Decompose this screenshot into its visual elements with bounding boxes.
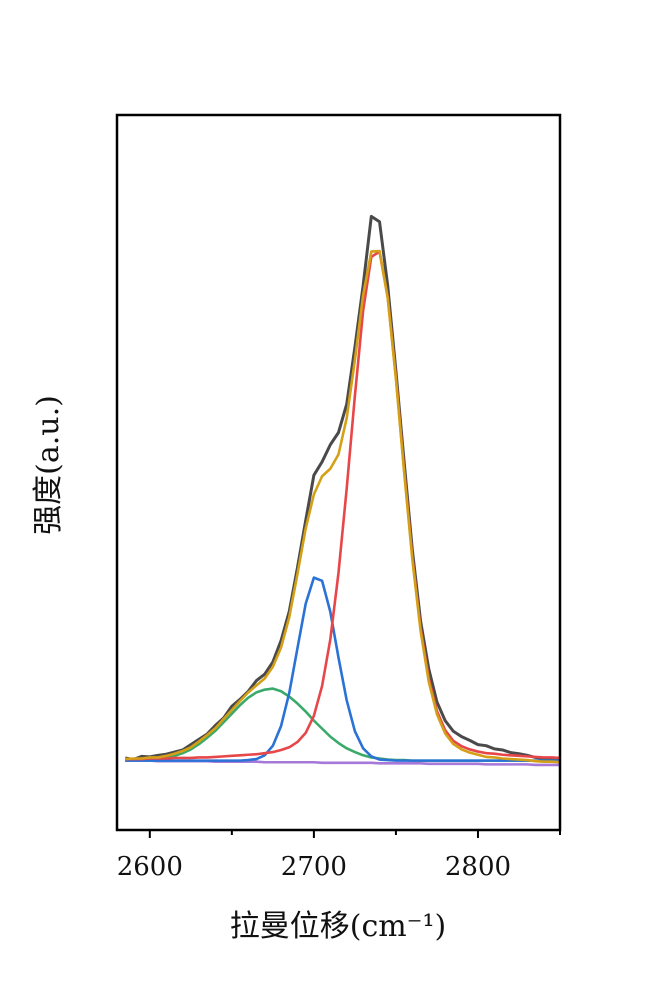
series-line: [125, 576, 560, 762]
series-line: [125, 250, 560, 761]
x-axis-label: 拉曼位移(cm⁻¹): [230, 909, 447, 944]
plot-lines: [124, 214, 560, 767]
series-line: [124, 214, 560, 762]
x-tick-label: 2600: [117, 852, 183, 882]
x-tick-label: 2700: [281, 852, 347, 882]
series-line: [125, 249, 560, 764]
y-axis-label: 强度(a.u.): [31, 395, 66, 535]
plot-frame: [115, 113, 562, 832]
x-tick-label: 2800: [445, 852, 511, 882]
